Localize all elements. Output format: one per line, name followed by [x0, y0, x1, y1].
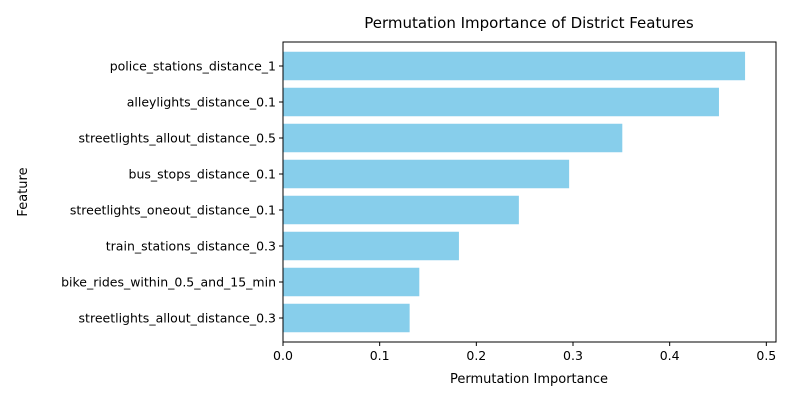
x-tick-label: 0.3	[563, 348, 583, 363]
bars-group	[283, 51, 746, 333]
bar	[283, 51, 746, 81]
y-tick-label: train_stations_distance_0.3	[106, 239, 276, 254]
y-axis-label: Feature	[16, 167, 31, 216]
y-tick-label: streetlights_allout_distance_0.3	[79, 311, 276, 326]
x-tick-label: 0.2	[466, 348, 486, 363]
x-axis-label: Permutation Importance	[450, 372, 608, 387]
bar	[283, 303, 410, 333]
x-tick-label: 0.5	[756, 348, 776, 363]
y-tick-label: streetlights_oneout_distance_0.1	[70, 203, 276, 218]
x-tick-label: 0.1	[370, 348, 390, 363]
bar	[283, 123, 623, 153]
y-tick-label: police_stations_distance_1	[110, 59, 276, 74]
x-axis-ticks: 0.0 0.1 0.2 0.3 0.4 0.5	[273, 342, 776, 363]
bar	[283, 231, 459, 261]
x-tick-label: 0.0	[273, 348, 293, 363]
plot-frame	[282, 41, 777, 343]
x-tick-label: 0.4	[660, 348, 680, 363]
bar	[283, 87, 719, 117]
chart-title: Permutation Importance of District Featu…	[364, 14, 694, 32]
y-tick-label: alleylights_distance_0.1	[127, 95, 276, 110]
y-axis-ticks: police_stations_distance_1 alleylights_di…	[61, 59, 283, 326]
y-tick-label: bike_rides_within_0.5_and_15_min	[61, 275, 276, 290]
bar	[283, 267, 420, 297]
bar	[283, 159, 570, 189]
y-tick-label: bus_stops_distance_0.1	[129, 167, 276, 182]
bar	[283, 195, 519, 225]
y-tick-label: streetlights_allout_distance_0.5	[79, 131, 276, 146]
